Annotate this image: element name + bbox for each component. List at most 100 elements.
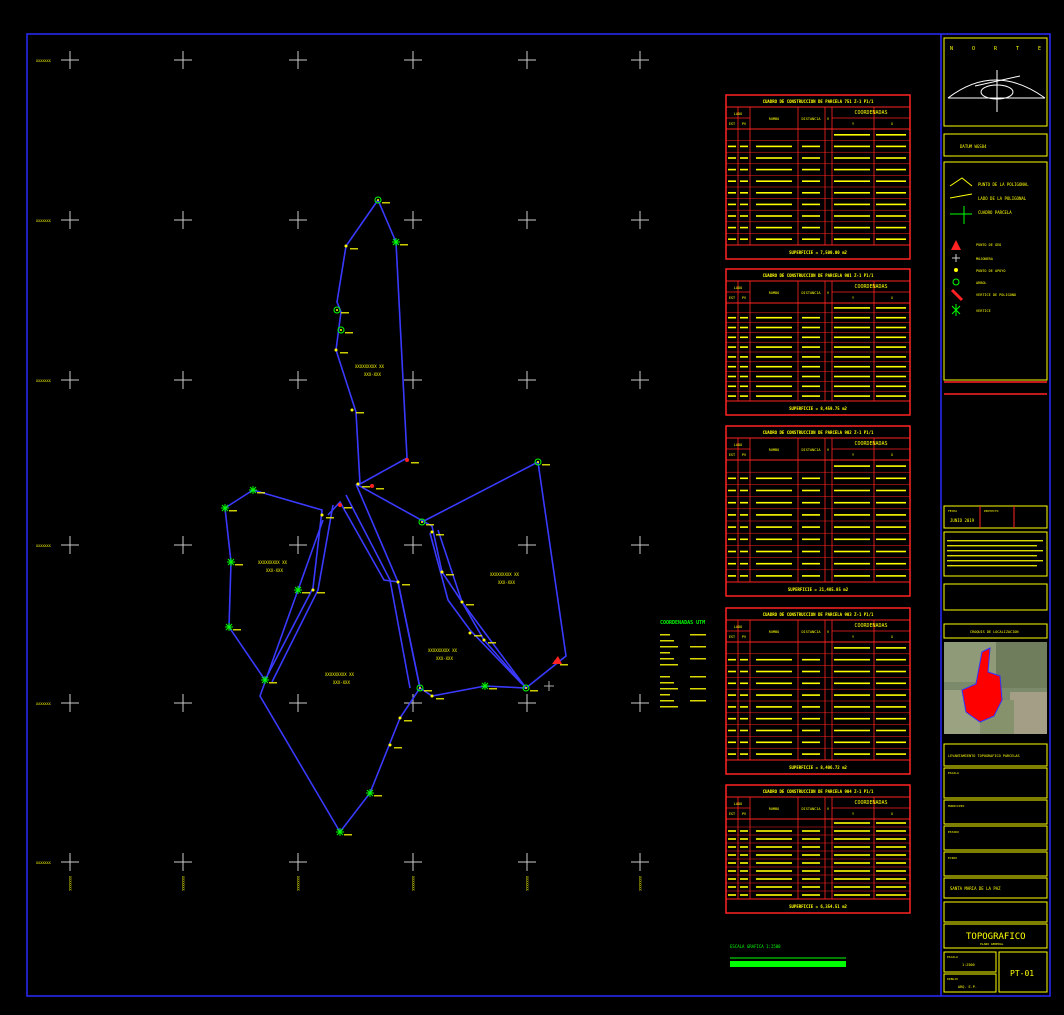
table-header: Y	[852, 122, 855, 126]
table-header: COORDENADAS	[854, 441, 887, 447]
parcel-inner-3[interactable]	[429, 532, 523, 685]
parcel-box-icon	[950, 206, 972, 224]
grid-cross	[174, 51, 192, 69]
table-header: X	[891, 122, 894, 126]
table-area: SUPERFICIE = 7,500.00 m2	[789, 250, 847, 255]
location-title: CROQUIS DE LOCALIZACION	[970, 630, 1018, 634]
grid-cross	[518, 211, 536, 229]
table-header: DISTANCIA	[802, 630, 822, 634]
table-header: LADO	[734, 112, 742, 116]
escala-value: 1:2500	[962, 963, 975, 967]
table-header: Y	[852, 453, 855, 457]
vertex-marker	[221, 504, 237, 512]
grid-cross	[404, 536, 422, 554]
vertex-marker	[430, 694, 444, 700]
table-header: EST	[729, 122, 736, 126]
grid-cross	[289, 371, 307, 389]
grid-cross	[518, 51, 536, 69]
table-header: X	[891, 296, 894, 300]
field-label: ESCALA	[948, 771, 959, 775]
legend-label: PUNTO DE LA POLIGONAL	[978, 182, 1029, 187]
table-header: PV	[742, 635, 747, 639]
table-header: PV	[742, 812, 747, 816]
grid-col-label: XXXXXXX	[181, 876, 185, 892]
grid-row-label: XXXXXXX	[36, 59, 52, 63]
field-label: EJIDO	[948, 856, 957, 860]
grid-col-label: XXXXXXX	[411, 876, 415, 892]
field-box	[943, 851, 1048, 877]
vertex-marker	[430, 530, 444, 536]
table-area: SUPERFICIE = 8,459.75 m2	[789, 406, 847, 411]
grid-cross	[61, 853, 79, 871]
grid-row-label: XXXXXXX	[36, 861, 52, 865]
blank-box	[943, 901, 1048, 923]
plan-type-box	[943, 923, 1048, 949]
table-title: CUADRO DE CONSTRUCCION DE PARCELA 901 Z-…	[763, 273, 874, 278]
field-label: MUNICIPIO	[948, 804, 964, 808]
table-header: COORDENADAS	[854, 800, 887, 806]
grid-cross	[404, 211, 422, 229]
table-header: V	[827, 448, 830, 452]
plan-type: TOPOGRAFICO	[966, 932, 1026, 942]
poligonal-side-icon	[949, 193, 973, 199]
geo-point-marker	[552, 656, 562, 664]
grid-cross	[289, 51, 307, 69]
parcel-label: XXXXXXXXX XX	[428, 648, 457, 653]
parcel-label: XXXXXXXXX XX	[258, 560, 287, 565]
vertex-marker	[398, 716, 412, 722]
vertex-marker	[333, 306, 349, 314]
grid-cross	[631, 51, 649, 69]
grid-cross	[61, 51, 79, 69]
parcel-west[interactable]	[224, 489, 323, 682]
grid-cross	[289, 536, 307, 554]
vertex-marker	[534, 458, 550, 466]
scale-title: ESCALA GRAFICA 1:2500	[730, 944, 781, 949]
parcel-inner-1[interactable]	[345, 494, 411, 689]
table-header: RUMBO	[769, 630, 780, 634]
table-header: PV	[742, 296, 747, 300]
parcel-north[interactable]	[335, 199, 408, 486]
cursor-cross	[544, 681, 554, 691]
parcel-center[interactable]	[355, 483, 528, 697]
parcel-sub-label: XXX-XXX	[498, 580, 515, 585]
construction-tables: CUADRO DE CONSTRUCCION DE PARCELA 751 Z-…	[725, 94, 911, 914]
table-area: SUPERFICIE = 21,485.85 m2	[788, 587, 849, 592]
table-header: V	[827, 117, 830, 121]
north-letter: O	[972, 46, 975, 52]
legend-label: PUNTO DE APOYO	[976, 269, 1006, 273]
table-area: SUPERFICIE = 8,406.72 m2	[789, 765, 847, 770]
table-header: V	[827, 630, 830, 634]
geo-point-icon	[951, 240, 961, 250]
vertex-marker	[388, 743, 402, 749]
grid-cross	[404, 853, 422, 871]
legend-label: ARBOL	[976, 281, 987, 285]
sheet-id: PT-01	[1010, 969, 1034, 978]
parcel-sub-label: XXX-XXX	[364, 372, 381, 377]
grid-cross	[61, 211, 79, 229]
vertex-marker	[261, 676, 277, 684]
table-header: DISTANCIA	[802, 117, 822, 121]
table-area: SUPERFICIE = 6,354.51 m2	[789, 904, 847, 909]
vertex-marker	[440, 570, 454, 576]
notes-title: COORDENADAS UTM	[660, 620, 705, 626]
grid-cross	[631, 536, 649, 554]
vertex-marker	[522, 684, 538, 692]
grid-cross	[61, 536, 79, 554]
table-header: RUMBO	[769, 448, 780, 452]
vertex-marker	[374, 196, 390, 204]
grid-cross	[404, 694, 422, 712]
parcel-inner-2[interactable]	[271, 504, 334, 683]
table-header: LADO	[734, 443, 742, 447]
vertex-marker	[338, 503, 352, 509]
vertex-marker	[370, 484, 384, 490]
title-block: N O R T E DATUM WGS84 PUNTO DE LA POLIGONAL …	[943, 37, 1048, 993]
table-header: DISTANCIA	[802, 291, 822, 295]
grid-cross	[518, 371, 536, 389]
table-header: LADO	[734, 625, 742, 629]
table-header: V	[827, 807, 830, 811]
parcel-labels: XXXXXXXXX XX XXXXXXXXX XX XXXXXXXXX XX X…	[258, 364, 519, 685]
grid-cross	[289, 853, 307, 871]
vertex-marker	[337, 326, 353, 334]
table-title: CUADRO DE CONSTRUCCION DE PARCELA 904 Z-…	[763, 789, 874, 794]
